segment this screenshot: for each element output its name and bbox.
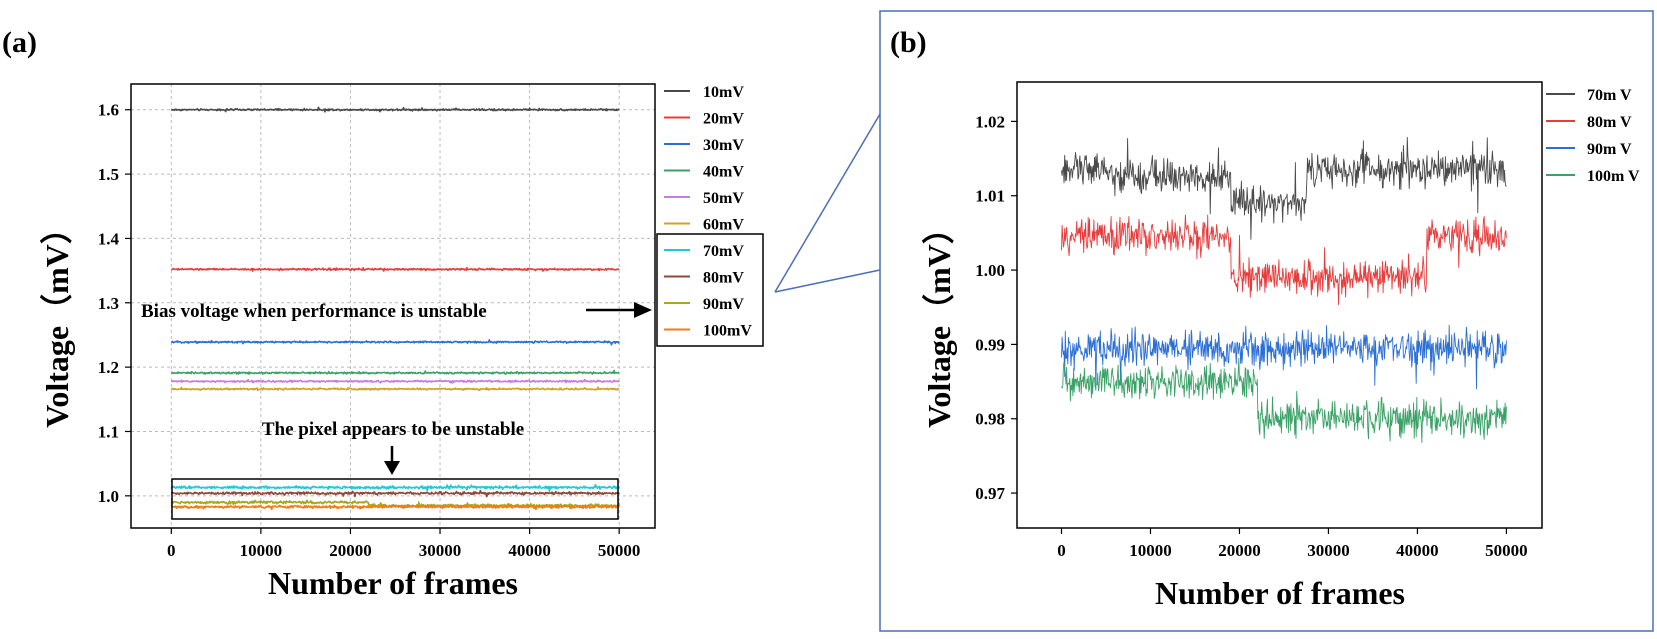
panel-a-y-axis-title: Voltage（mV） xyxy=(39,212,75,428)
panel-b-legend: 70m V 80m V 90m V 100m V xyxy=(1546,87,1640,185)
panel-b-x-ticks: 0 10000 20000 30000 40000 50000 xyxy=(1057,528,1528,560)
panel-a-plot-frame xyxy=(130,83,656,529)
panel-a-x-ticks: 0 10000 20000 30000 40000 50000 xyxy=(167,528,640,560)
x-tick-label: 10000 xyxy=(240,541,283,560)
series-line xyxy=(170,266,620,272)
x-tick-label: 0 xyxy=(167,541,176,560)
panel-a-x-axis-title: Number of frames xyxy=(268,565,518,601)
x-tick-label: 10000 xyxy=(1129,541,1172,560)
series-line xyxy=(170,386,620,392)
y-tick-label: 1.3 xyxy=(98,294,119,313)
series-line xyxy=(170,339,620,346)
x-tick-label: 20000 xyxy=(329,541,372,560)
y-tick-label: 1.01 xyxy=(975,187,1005,206)
legend-label: 70m V xyxy=(1587,87,1632,104)
y-tick-label: 1.1 xyxy=(98,422,119,441)
panel-a-label: (a) xyxy=(2,26,37,59)
y-tick-label: 0.97 xyxy=(975,484,1005,503)
series-line xyxy=(171,369,620,375)
series-line xyxy=(1061,214,1507,306)
series-line xyxy=(1061,136,1507,240)
legend-label: 60mV xyxy=(703,217,744,234)
annotation-pixel-arrow xyxy=(384,446,400,475)
y-tick-label: 0.98 xyxy=(975,410,1005,429)
annotation-bias-voltage: Bias voltage when performance is unstabl… xyxy=(141,301,487,322)
panel-b-plot-frame xyxy=(1016,81,1543,529)
y-tick-label: 0.99 xyxy=(975,335,1005,354)
panel-b-zoom-frame xyxy=(879,10,1654,632)
legend-label: 50mV xyxy=(703,190,744,207)
series-line xyxy=(1061,324,1507,391)
x-tick-label: 40000 xyxy=(508,541,551,560)
legend-label: 30mV xyxy=(703,137,744,154)
legend-label: 80m V xyxy=(1587,114,1632,131)
unstable-legend-highlight-box xyxy=(656,233,764,347)
panel-b-x-axis-title: Number of frames xyxy=(1155,575,1405,611)
x-tick-label: 0 xyxy=(1057,541,1066,560)
series-line xyxy=(170,489,620,498)
panel-a: (a) 0 10000 20000 30000 40000 50000 1.0 1.1 1.2… xyxy=(2,26,764,601)
y-tick-label: 1.0 xyxy=(98,487,119,506)
x-tick-label: 30000 xyxy=(1307,541,1350,560)
y-tick-label: 1.6 xyxy=(98,101,119,120)
zoom-connector-bottom xyxy=(774,269,881,293)
legend-label: 10mV xyxy=(703,84,744,101)
zoom-connector-top xyxy=(774,113,881,293)
legend-label: 100m V xyxy=(1587,168,1640,185)
panel-b: (b) 0 10000 20000 30000 40000 50000 0.970.980… xyxy=(879,10,1654,632)
series-line xyxy=(170,503,620,511)
legend-label: 90m V xyxy=(1587,141,1632,158)
series-line xyxy=(1061,357,1507,443)
legend-label: 70mV xyxy=(703,243,744,260)
y-tick-label: 1.2 xyxy=(98,358,119,377)
y-tick-label: 1.02 xyxy=(975,112,1005,131)
legend-label: 80mV xyxy=(703,270,744,287)
series-line xyxy=(170,483,620,493)
series-line xyxy=(170,378,620,384)
y-tick-label: 1.5 xyxy=(98,165,119,184)
panel-b-label: (b) xyxy=(890,26,927,59)
y-tick-label: 1.00 xyxy=(975,261,1005,280)
panel-b-series xyxy=(1061,136,1507,443)
x-tick-label: 20000 xyxy=(1218,541,1261,560)
series-line xyxy=(170,106,620,113)
annotation-pixel-unstable: The pixel appears to be unstable xyxy=(262,419,524,440)
x-tick-label: 50000 xyxy=(598,541,641,560)
legend-label: 40mV xyxy=(703,164,744,181)
legend-label: 20mV xyxy=(703,111,744,128)
panel-a-legend: 10mV 20mV 30mV 40mV 50mV 60mV 70mV 80mV 90mV 100m… xyxy=(664,84,752,340)
legend-label: 90mV xyxy=(703,296,744,313)
x-tick-label: 40000 xyxy=(1396,541,1439,560)
panel-a-grid xyxy=(131,84,655,528)
panel-b-y-ticks: 0.97 0.98 0.99 1.00 1.01 1.02 xyxy=(975,112,1017,503)
annotation-bias-arrow xyxy=(586,302,652,318)
unstable-pixel-highlight-box xyxy=(171,478,619,520)
panel-a-series xyxy=(170,106,620,511)
panel-b-y-axis-title: Voltage（mV） xyxy=(921,212,957,428)
panel-a-y-ticks: 1.0 1.1 1.2 1.3 1.4 1.5 1.6 xyxy=(98,101,131,506)
legend-label: 100mV xyxy=(703,323,752,340)
y-tick-label: 1.4 xyxy=(98,229,120,248)
x-tick-label: 30000 xyxy=(419,541,462,560)
x-tick-label: 50000 xyxy=(1485,541,1528,560)
